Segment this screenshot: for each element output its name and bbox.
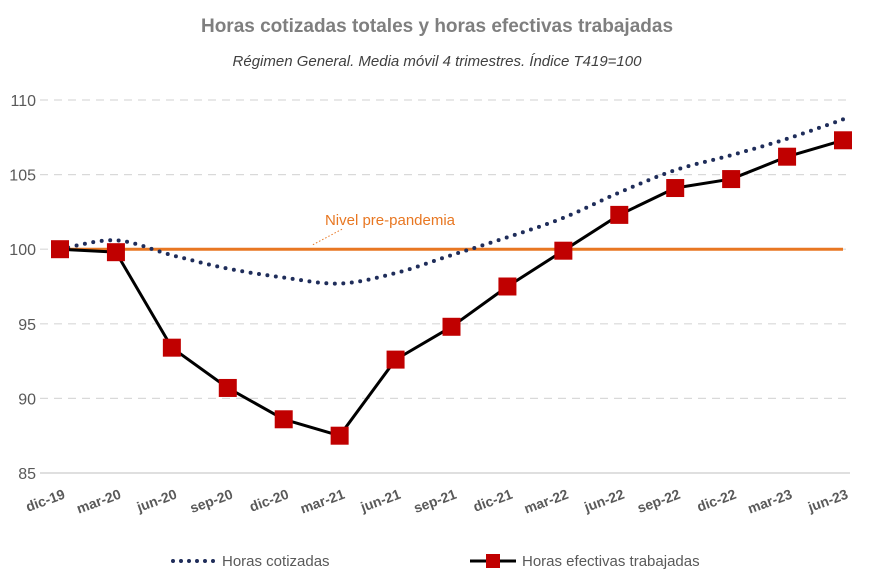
x-tick-label: mar-20 bbox=[74, 486, 123, 517]
y-tick-label: 105 bbox=[9, 168, 36, 185]
y-axis-ticks: 85 90 95 100 105 110 bbox=[9, 93, 36, 483]
data-point-marker bbox=[218, 378, 237, 397]
x-tick-label: dic-21 bbox=[471, 486, 515, 515]
chart-title: Horas cotizadas totales y horas efectiva… bbox=[201, 16, 673, 37]
x-axis-ticks: dic-19 mar-20 jun-20 sep-20 dic-20 mar-21 jun-… bbox=[24, 486, 851, 517]
x-tick-label: jun-21 bbox=[357, 486, 402, 516]
chart-subtitle: Régimen General. Media móvil 4 trimestre… bbox=[233, 53, 643, 70]
x-tick-label: jun-23 bbox=[805, 486, 850, 516]
data-point-marker bbox=[442, 317, 461, 336]
data-point-marker bbox=[274, 410, 293, 429]
data-point-marker bbox=[778, 147, 797, 166]
x-tick-label: mar-22 bbox=[522, 486, 571, 517]
reference-line-label: Nivel pre-pandemia bbox=[325, 212, 456, 229]
x-tick-label: sep-21 bbox=[411, 486, 458, 516]
x-tick-label: sep-22 bbox=[635, 486, 682, 516]
data-point-marker bbox=[51, 240, 69, 259]
x-tick-label: mar-21 bbox=[298, 486, 347, 517]
x-tick-label: dic-19 bbox=[24, 486, 68, 515]
data-point-marker bbox=[386, 350, 405, 369]
data-point-marker bbox=[666, 179, 685, 198]
y-tick-label: 85 bbox=[18, 466, 36, 483]
data-point-marker bbox=[834, 131, 852, 150]
y-tick-label: 110 bbox=[10, 93, 36, 110]
legend-swatch-horas-efectivas-marker bbox=[486, 554, 500, 568]
data-point-marker bbox=[722, 170, 741, 189]
x-tick-label: sep-20 bbox=[188, 486, 235, 516]
x-tick-label: mar-23 bbox=[745, 486, 794, 517]
data-point-marker bbox=[106, 243, 125, 262]
data-point-marker bbox=[554, 241, 573, 260]
x-tick-label: jun-20 bbox=[134, 486, 179, 516]
series-horas-efectivas bbox=[51, 131, 852, 445]
x-tick-label: dic-22 bbox=[695, 486, 739, 515]
legend-label-horas-efectivas: Horas efectivas trabajadas bbox=[522, 553, 700, 570]
data-point-marker bbox=[498, 277, 517, 296]
x-tick-label: dic-20 bbox=[247, 486, 291, 515]
y-tick-label: 100 bbox=[9, 242, 36, 259]
data-point-marker bbox=[162, 338, 181, 357]
series-line-horas-cotizadas bbox=[58, 117, 845, 286]
legend: Horas cotizadas Horas efectivas trabajad… bbox=[171, 553, 700, 570]
x-tick-label: jun-22 bbox=[581, 486, 626, 516]
legend-label-horas-cotizadas: Horas cotizadas bbox=[222, 553, 330, 570]
y-tick-label: 95 bbox=[18, 317, 36, 334]
data-point-marker bbox=[330, 426, 349, 445]
y-tick-label: 90 bbox=[18, 391, 36, 408]
annotation-leader bbox=[311, 228, 343, 246]
data-point-marker bbox=[610, 205, 629, 224]
series-horas-cotizadas bbox=[58, 117, 845, 286]
